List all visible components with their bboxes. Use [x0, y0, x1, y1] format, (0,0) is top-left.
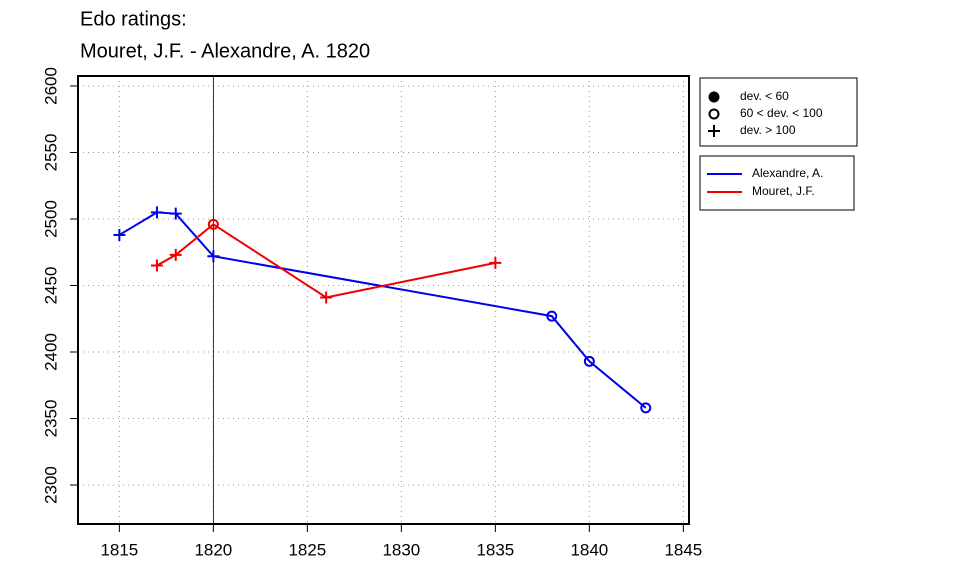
marker: [169, 207, 182, 220]
marker: [169, 248, 182, 261]
legend-label: dev. < 60: [740, 89, 789, 103]
plot-frame: [77, 75, 690, 525]
series-line: [156, 223, 496, 299]
x-tick-label: 1835: [476, 540, 514, 559]
x-tick-label: 1825: [288, 540, 326, 559]
marker: [207, 218, 219, 230]
marker: [320, 291, 333, 304]
marker: [546, 310, 558, 322]
chart-subtitle: Mouret, J.F. - Alexandre, A. 1820: [80, 40, 370, 62]
marker: [708, 91, 720, 103]
legend-label: Mouret, J.F.: [752, 184, 815, 198]
marker: [708, 125, 720, 137]
x-tick-label: 1815: [100, 540, 138, 559]
x-tick-label: 1830: [382, 540, 420, 559]
y-tick-label: 2550: [41, 134, 60, 172]
legend-box: [699, 155, 855, 211]
legend-box: [699, 77, 858, 147]
y-tick-label: 2350: [41, 400, 60, 438]
marker: [640, 402, 652, 414]
marker: [489, 256, 502, 269]
legend-label: dev. > 100: [740, 123, 796, 137]
marker: [113, 228, 126, 241]
marker: [583, 355, 595, 367]
legend-label: Alexandre, A.: [752, 166, 823, 180]
y-tick-label: 2600: [41, 67, 60, 105]
x-tick-label: 1820: [194, 540, 232, 559]
x-tick-label: 1845: [664, 540, 702, 559]
marker: [150, 206, 163, 219]
series-line: [118, 211, 647, 409]
y-tick-label: 2300: [41, 466, 60, 504]
marker: [150, 259, 163, 272]
marker: [207, 250, 220, 263]
chart-title: Edo ratings:: [80, 8, 187, 30]
marker: [708, 108, 720, 120]
x-tick-label: 1840: [570, 540, 608, 559]
y-tick-label: 2400: [41, 333, 60, 371]
y-tick-label: 2450: [41, 267, 60, 305]
legend-label: 60 < dev. < 100: [740, 106, 823, 120]
y-tick-label: 2500: [41, 200, 60, 238]
